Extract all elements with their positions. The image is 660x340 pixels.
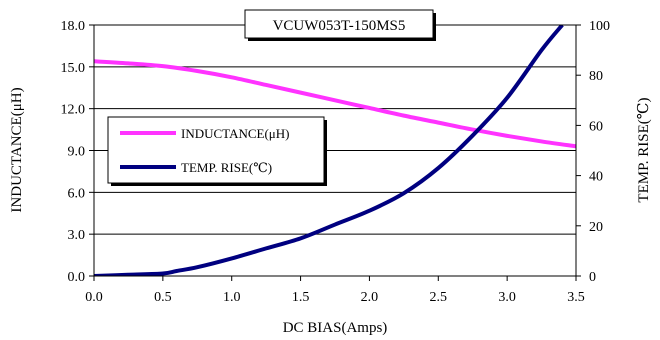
y-left-tick-label: 3.0: [68, 228, 86, 243]
legend-label-inductance: INDUCTANCE(μH): [181, 126, 289, 141]
y-left-tick-label: 18.0: [61, 19, 86, 34]
series-lines: [94, 25, 576, 276]
y-right-axis-title: TEMP. RISE(℃): [636, 97, 652, 202]
y-right-tick-label: 80: [589, 69, 603, 84]
y-right-tick-label: 100: [589, 19, 610, 34]
y-left-tick-label: 6.0: [68, 186, 86, 201]
series-line-inductance: [94, 59, 576, 149]
y-left-tick-label: 9.0: [68, 145, 86, 160]
series-line-temp-rise: [94, 25, 564, 276]
x-tick-label: 3.5: [567, 290, 585, 305]
y-right-tick-label: 0: [589, 270, 596, 285]
x-axis-ticks: 0.0 0.5 1.0 1.5 2.0 2.5 3.0 3.5: [85, 276, 585, 305]
y-left-tick-label: 15.0: [61, 61, 86, 76]
y-left-axis-ticks: 0.0 3.0 6.0 9.0 12.0 15.0 18.0: [61, 19, 94, 285]
x-tick-label: 1.0: [223, 290, 241, 305]
x-tick-label: 3.0: [498, 290, 516, 305]
y-left-tick-label: 0.0: [68, 270, 86, 285]
y-left-tick-label: 12.0: [61, 103, 86, 118]
chart-title: VCUW053T-150MS5: [273, 18, 406, 34]
y-left-axis-title: INDUCTANCE(μH): [9, 87, 25, 212]
y-right-tick-label: 40: [589, 170, 603, 185]
x-tick-label: 2.0: [361, 290, 379, 305]
x-tick-label: 0.5: [154, 290, 172, 305]
chart-title-box: VCUW053T-150MS5: [244, 9, 436, 41]
x-tick-label: 0.0: [85, 290, 103, 305]
legend: INDUCTANCE(μH) TEMP. RISE(℃): [107, 116, 327, 186]
x-axis-title: DC BIAS(Amps): [283, 320, 388, 336]
y-right-tick-label: 60: [589, 119, 603, 134]
x-tick-label: 2.5: [430, 290, 448, 305]
y-right-tick-label: 20: [589, 220, 603, 235]
x-tick-label: 1.5: [292, 290, 310, 305]
y-right-axis-ticks: 0 20 40 60 80 100: [576, 19, 610, 285]
legend-label-temp-rise: TEMP. RISE(℃): [181, 160, 272, 175]
